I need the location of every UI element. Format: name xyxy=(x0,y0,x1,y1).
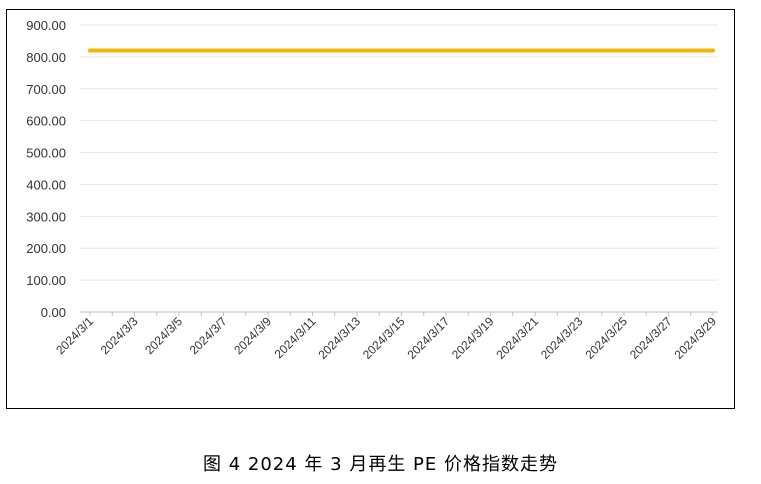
y-tick-label: 0.00 xyxy=(41,305,66,320)
data-point xyxy=(199,48,204,53)
data-point xyxy=(488,48,493,53)
x-tick-label: 2024/3/17 xyxy=(404,314,452,362)
figure-caption: 图 4 2024 年 3 月再生 PE 价格指数走势 xyxy=(203,454,558,475)
y-tick-label: 800.00 xyxy=(26,50,66,65)
data-point xyxy=(132,48,137,53)
x-tick-label: 2024/3/15 xyxy=(360,314,408,362)
data-point xyxy=(644,48,649,53)
data-point xyxy=(288,48,293,53)
y-tick-label: 100.00 xyxy=(26,273,66,288)
y-tick-label: 600.00 xyxy=(26,114,66,129)
x-tick-label: 2024/3/7 xyxy=(187,314,230,357)
data-point xyxy=(154,48,159,53)
data-point xyxy=(510,48,515,53)
x-tick-label: 2024/3/27 xyxy=(627,314,675,362)
x-tick-label: 2024/3/29 xyxy=(671,314,719,362)
data-point xyxy=(88,48,92,53)
x-tick-label: 2024/3/23 xyxy=(538,314,586,362)
y-tick-label: 500.00 xyxy=(26,146,66,161)
x-tick-label: 2024/3/25 xyxy=(582,314,630,362)
data-point xyxy=(444,48,448,53)
y-tick-label: 300.00 xyxy=(26,209,66,224)
x-tick-label: 2024/3/3 xyxy=(98,314,141,357)
data-point xyxy=(355,48,359,53)
data-point xyxy=(110,48,115,53)
line-chart: 0.00 100.00 200.00 300.00 400.00 500.00 600.00… xyxy=(26,18,719,362)
y-tick-label: 400.00 xyxy=(26,177,66,192)
data-point xyxy=(666,48,671,53)
data-point xyxy=(577,48,582,53)
x-tick-label: 2024/3/9 xyxy=(231,314,274,357)
data-point xyxy=(266,48,270,53)
data-point xyxy=(310,48,315,53)
x-tick-label: 2024/3/21 xyxy=(493,314,541,362)
data-point xyxy=(243,48,248,53)
data-point xyxy=(533,48,537,53)
data-point xyxy=(377,48,382,53)
y-tick-label: 900.00 xyxy=(26,18,66,33)
x-tick-label: 2024/3/1 xyxy=(53,314,96,357)
data-point xyxy=(221,48,226,53)
data-point xyxy=(421,48,426,53)
data-point xyxy=(466,48,471,53)
data-point xyxy=(332,48,337,53)
data-point xyxy=(555,48,560,53)
y-tick-label: 700.00 xyxy=(26,82,66,97)
data-point xyxy=(399,48,404,53)
data-point xyxy=(177,48,181,53)
x-tick-label: 2024/3/19 xyxy=(449,314,497,362)
data-point xyxy=(622,48,626,53)
data-point xyxy=(688,48,693,53)
chart-frame: 0.00 100.00 200.00 300.00 400.00 500.00 600.00… xyxy=(6,9,735,409)
x-tick-label: 2024/3/11 xyxy=(272,314,319,361)
y-tick-label: 200.00 xyxy=(26,241,66,256)
data-point xyxy=(711,48,715,53)
x-tick-label: 2024/3/5 xyxy=(142,314,185,357)
x-tick-label: 2024/3/13 xyxy=(315,314,363,362)
data-point xyxy=(599,48,604,53)
